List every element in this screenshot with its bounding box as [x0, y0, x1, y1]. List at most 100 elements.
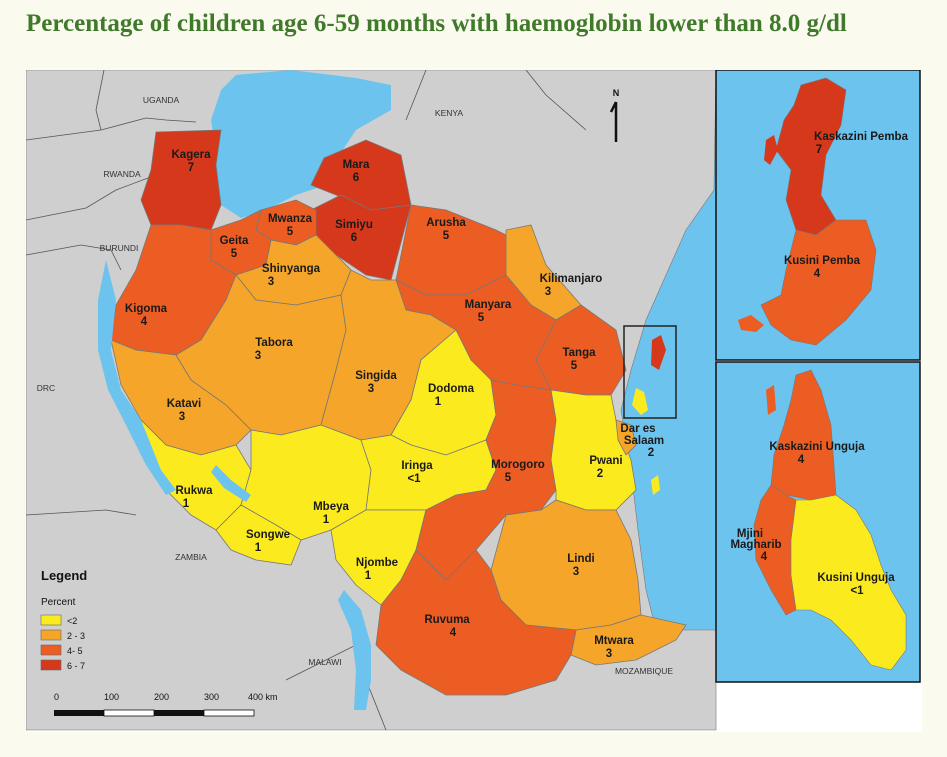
country-burundi: BURUNDI — [100, 243, 139, 253]
label-dar-2: Salaam — [624, 435, 664, 447]
value-mtwara: 3 — [606, 648, 612, 660]
value-katavi: 3 — [179, 411, 185, 423]
value-iringa: <1 — [407, 473, 421, 485]
label-geita: Geita — [220, 235, 249, 247]
label-mbeya: Mbeya — [313, 501, 349, 513]
main-unguja — [632, 388, 648, 415]
region-ruvuma[interactable] — [375, 549, 577, 696]
label-mjini-1: Mjini — [737, 528, 763, 540]
lake-rukwa — [211, 465, 251, 502]
island-kusini-pemba[interactable] — [760, 219, 877, 346]
country-rwanda: RWANDA — [103, 169, 141, 179]
zanzibar-locator-box — [623, 325, 677, 419]
region-lindi[interactable] — [490, 499, 642, 631]
region-mtwara[interactable] — [570, 614, 687, 666]
lake-nyasa — [338, 590, 371, 710]
north-arrow: N — [609, 88, 620, 142]
main-pemba — [651, 335, 666, 370]
north-arrow-icon — [609, 101, 618, 142]
value-kilimanjaro: 3 — [545, 286, 551, 298]
country-labels: UGANDA KENYA RWANDA BURUNDI DRC ZAMBIA M… — [37, 95, 674, 676]
value-mwanza: 5 — [287, 226, 294, 238]
value-kaskazini-pemba: 7 — [816, 144, 822, 156]
legend-swatch-4-5 — [40, 644, 62, 656]
country-malawi: MALAWI — [308, 657, 341, 667]
value-singida: 3 — [368, 383, 374, 395]
label-iringa: Iringa — [401, 460, 433, 472]
lake-tanganyika — [98, 260, 176, 495]
value-kagera: 7 — [188, 162, 194, 174]
scale-bar: 0 100 200 300 400 km — [54, 692, 278, 717]
region-dar-es-salaam[interactable] — [615, 419, 637, 456]
value-mjini: 4 — [761, 551, 768, 563]
value-pwani: 2 — [597, 468, 603, 480]
legend-item: <2 — [40, 614, 77, 626]
value-dodoma: 1 — [435, 396, 442, 408]
legend-title: Legend — [41, 568, 87, 583]
value-morogoro: 5 — [505, 472, 512, 484]
label-kigoma: Kigoma — [125, 303, 168, 315]
legend-item: 2 - 3 — [40, 629, 85, 641]
label-njombe: Njombe — [356, 557, 398, 569]
unguja-inset: Kaskazini Unguja 4 Mjini Magharib 4 Kusini … — [715, 361, 921, 683]
label-dar-1: Dar es — [620, 423, 655, 435]
label-mjini-2: Magharib — [730, 539, 781, 551]
label-morogoro: Morogoro — [491, 459, 545, 471]
svg-text:Kusini Unguja<1: Kusini Unguja <1 — [817, 572, 895, 597]
value-simiyu: 6 — [351, 232, 357, 244]
legend-swatch-2-3 — [40, 629, 62, 641]
label-shinyanga: Shinyanga — [262, 263, 321, 275]
label-kaskazini-unguja: Kaskazini Unguja — [769, 441, 865, 453]
label-kagera: Kagera — [172, 149, 212, 161]
value-shinyanga: 3 — [268, 276, 274, 288]
island-mjini-magharibi[interactable] — [753, 484, 797, 616]
label-kilimanjaro: Kilimanjaro — [540, 273, 603, 285]
legend-swatch-lt2 — [40, 614, 62, 626]
legend: Legend Percent <2 2 - 3 4- 5 6 - 7 — [40, 568, 87, 671]
region-katavi[interactable] — [110, 339, 252, 456]
island-kusini-unguja[interactable] — [790, 494, 907, 671]
label-kusini-unguja: Kusini Unguja — [817, 572, 895, 584]
label-mtwara: Mtwara — [594, 635, 634, 647]
lake-victoria — [211, 70, 391, 218]
scale-tick: 400 km — [248, 692, 278, 702]
pemba-inset: Kaskazini Pemba 7 Kusini Pemba 4 — [715, 69, 921, 361]
legend-item: 4- 5 — [40, 644, 83, 656]
value-mbeya: 1 — [323, 514, 330, 526]
country-drc: DRC — [37, 383, 55, 393]
label-kusini-pemba: Kusini Pemba — [784, 255, 861, 267]
label-manyara: Manyara — [465, 299, 512, 311]
main-map: Kagera 7 Mara 6 Mwanza 5 Simiyu 6 Geita 5 Aru… — [25, 69, 717, 731]
north-label: N — [613, 88, 620, 98]
label-mara: Mara — [343, 159, 370, 171]
legend-item: 6 - 7 — [40, 659, 85, 671]
label-ruvuma: Ruvuma — [424, 614, 470, 626]
legend-swatch-6-7 — [40, 659, 62, 671]
map-frame: Kagera 7 Mara 6 Mwanza 5 Simiyu 6 Geita 5 Aru… — [25, 69, 922, 732]
value-kigoma: 4 — [141, 316, 148, 328]
legend-label: 6 - 7 — [67, 661, 85, 671]
region-songwe[interactable] — [215, 504, 302, 566]
legend-label: 2 - 3 — [67, 631, 85, 641]
value-tanga: 5 — [571, 360, 578, 372]
